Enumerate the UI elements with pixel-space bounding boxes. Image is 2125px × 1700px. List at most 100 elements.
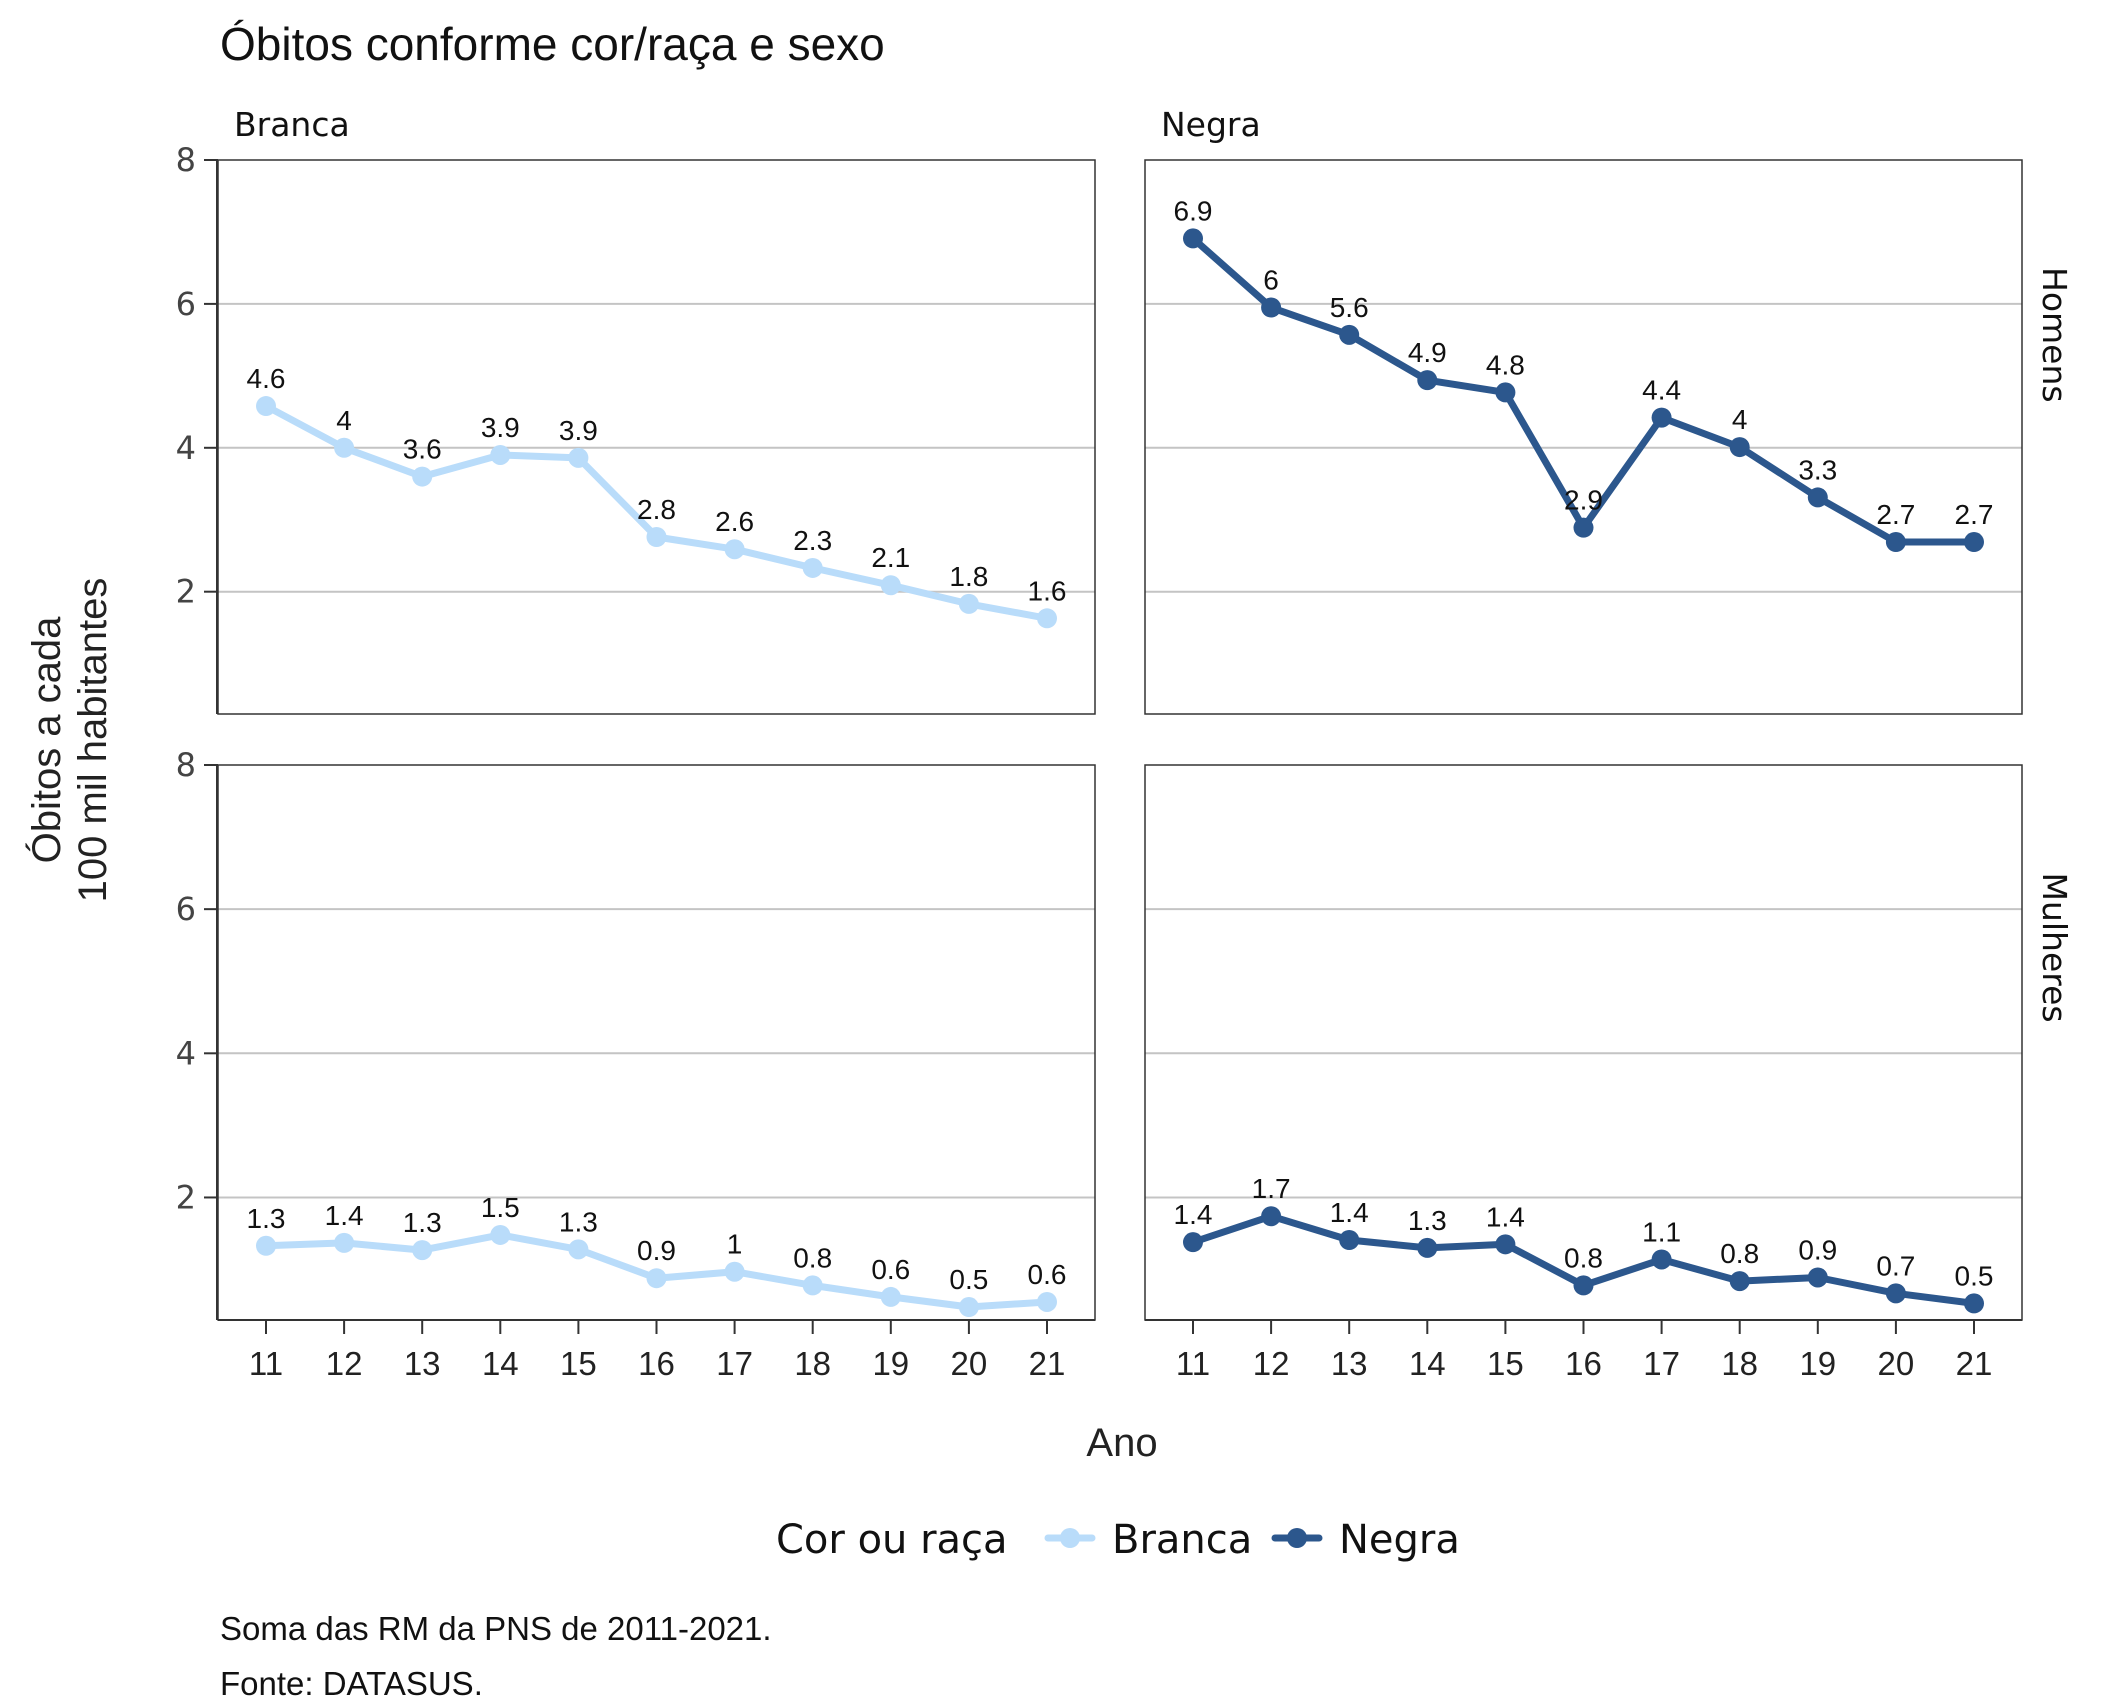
y-tick-label-6: 6 [176,285,196,323]
data-point-negra-homens-12 [1261,297,1282,318]
data-label-branca-homens-20: 1.8 [949,561,988,592]
x-tick-label-21: 21 [1956,1345,1993,1382]
data-label-branca-homens-16: 2.8 [637,494,676,525]
y-tick-label-4: 4 [176,429,196,467]
data-label-negra-homens-21: 2.7 [1955,499,1994,530]
data-point-negra-homens-19 [1807,487,1828,508]
data-point-negra-homens-16 [1573,517,1594,538]
strip-label-homens: Homens [2035,267,2074,403]
data-point-negra-homens-13 [1339,324,1360,345]
data-label-branca-homens-17: 2.6 [715,506,754,537]
data-label-negra-homens-12: 6 [1263,264,1279,295]
x-tick-label-18: 18 [794,1345,831,1382]
data-label-negra-mulheres-12: 1.7 [1252,1173,1291,1204]
data-point-negra-mulheres-17 [1651,1249,1672,1270]
caption-source: Fonte: DATASUS. [220,1665,483,1700]
panel-background [1145,765,2022,1320]
x-tick-label-21: 21 [1029,1345,1066,1382]
x-tick-label-19: 19 [1799,1345,1836,1382]
x-tick-label-17: 17 [716,1345,753,1382]
x-tick-label-12: 12 [1253,1345,1290,1382]
data-point-negra-mulheres-16 [1573,1275,1594,1296]
data-label-negra-homens-19: 3.3 [1798,454,1837,485]
x-tick-label-20: 20 [1878,1345,1915,1382]
data-point-branca-mulheres-19 [880,1286,901,1307]
data-point-negra-mulheres-11 [1183,1232,1203,1253]
strip-label-branca: Branca [234,105,350,144]
legend: Cor ou raça Branca Negra [776,1517,1460,1563]
data-label-negra-mulheres-11: 1.4 [1174,1199,1213,1230]
data-point-negra-mulheres-15 [1495,1234,1516,1255]
data-label-branca-homens-12: 4 [336,405,352,436]
legend-label: Negra [1339,1517,1460,1563]
data-point-branca-homens-13 [412,466,433,487]
legend-label: Branca [1112,1517,1252,1563]
panel-border [1144,159,2023,715]
data-label-branca-homens-11: 4.6 [247,363,286,394]
panel-negra-homens: Negra Homens 6.9 6 5.6 4.9 4.8 2.9 4.4 4 3.3 2.7 2.7 [1144,105,2074,715]
x-tick-label-12: 12 [326,1345,363,1382]
legend-key-point [1060,1528,1080,1548]
y-tick-label-2: 2 [176,1178,196,1216]
x-tick-label-11: 11 [249,1345,283,1382]
data-label-branca-homens-15: 3.9 [559,415,598,446]
data-point-negra-mulheres-13 [1339,1229,1360,1250]
data-point-branca-mulheres-11 [256,1235,276,1256]
data-label-branca-homens-19: 2.1 [871,542,910,573]
data-label-branca-mulheres-17: 1 [727,1229,743,1260]
data-label-negra-homens-17: 4.4 [1642,375,1681,406]
data-label-branca-mulheres-15: 1.3 [559,1206,598,1237]
data-point-negra-homens-20 [1885,532,1906,553]
legend-key-point [1287,1528,1307,1548]
legend-item-negra: Negra [1271,1517,1460,1563]
data-point-branca-mulheres-13 [412,1240,433,1261]
data-point-branca-homens-19 [880,575,901,596]
y-tick-label-2: 2 [176,573,196,611]
x-tick-label-14: 14 [482,1345,519,1382]
data-point-negra-mulheres-21 [1964,1293,1984,1314]
data-label-negra-mulheres-14: 1.3 [1408,1205,1447,1236]
data-label-negra-mulheres-21: 0.5 [1955,1260,1994,1291]
data-point-negra-mulheres-19 [1807,1267,1828,1288]
data-point-branca-homens-16 [646,527,667,548]
data-label-branca-mulheres-12: 1.4 [325,1200,364,1231]
data-point-negra-mulheres-12 [1261,1206,1282,1227]
data-point-branca-homens-15 [568,447,589,468]
data-label-negra-mulheres-17: 1.1 [1642,1216,1681,1247]
data-point-branca-mulheres-15 [568,1239,589,1260]
x-tick-label-18: 18 [1721,1345,1758,1382]
y-tick-label-8: 8 [176,141,196,179]
data-label-negra-mulheres-13: 1.4 [1330,1197,1369,1228]
y-tick-label-6: 6 [176,890,196,928]
chart-title: Óbitos conforme cor/raça e sexo [220,18,885,70]
data-label-branca-mulheres-11: 1.3 [247,1203,286,1234]
data-label-branca-mulheres-16: 0.9 [637,1235,676,1266]
data-point-branca-mulheres-18 [802,1275,823,1296]
data-label-branca-mulheres-18: 0.8 [793,1242,832,1273]
y-tick-label-8: 8 [176,746,196,784]
panel-background [218,160,1095,714]
x-tick-label-15: 15 [1487,1345,1524,1382]
panel-background [1145,160,2022,714]
data-label-negra-homens-14: 4.9 [1408,337,1447,368]
data-point-negra-homens-11 [1183,228,1203,249]
strip-label-negra: Negra [1161,105,1261,144]
y-axis-label: Óbitos a cada 100 mil habitantes [24,578,115,903]
data-point-negra-homens-18 [1729,437,1750,458]
data-point-negra-homens-14 [1417,370,1438,391]
x-axis-label: Ano [1086,1421,1157,1465]
data-point-branca-mulheres-12 [334,1232,355,1253]
x-tick-label-20: 20 [951,1345,988,1382]
data-point-branca-mulheres-20 [958,1297,979,1318]
x-tick-label-15: 15 [560,1345,597,1382]
x-tick-label-16: 16 [1565,1345,1602,1382]
x-tick-label-19: 19 [872,1345,909,1382]
x-tick-label-13: 13 [404,1345,441,1382]
data-point-branca-homens-21 [1037,608,1057,629]
data-point-negra-homens-15 [1495,382,1516,403]
data-point-negra-mulheres-20 [1885,1283,1906,1304]
data-label-negra-homens-20: 2.7 [1876,499,1915,530]
data-point-branca-mulheres-14 [490,1224,511,1245]
data-label-negra-mulheres-20: 0.7 [1876,1250,1915,1281]
